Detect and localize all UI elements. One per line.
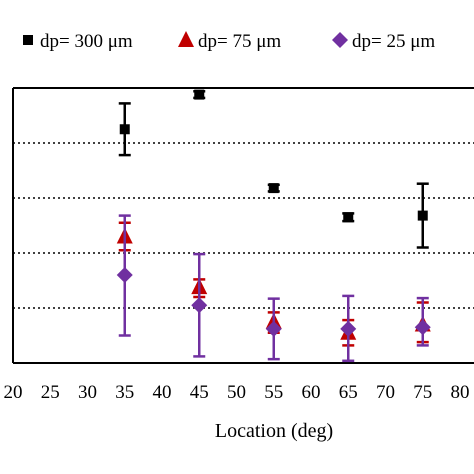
x-tick-label: 35 (115, 382, 134, 403)
data-point (343, 212, 354, 223)
legend-marker-diamond (332, 32, 348, 48)
data-marks (116, 89, 431, 363)
data-point (340, 320, 357, 337)
x-tick-label: 75 (413, 382, 432, 403)
legend-label: dp= 75 μm (198, 31, 281, 52)
data-point (268, 183, 279, 194)
x-tick-label: 45 (190, 382, 209, 403)
x-tick-label: 55 (264, 382, 283, 403)
x-tick-label: 60 (302, 382, 321, 403)
legend-label: dp= 300 μm (40, 31, 133, 52)
data-point (194, 89, 205, 100)
series-square (118, 89, 429, 249)
x-tick-label: 70 (376, 382, 395, 403)
x-tick-label: 30 (78, 382, 97, 403)
x-tick-label: 80 (451, 382, 470, 403)
series-diamond (116, 214, 431, 363)
legend-marker-triangle (178, 31, 194, 47)
x-tick-label: 25 (41, 382, 60, 403)
data-point (417, 210, 428, 221)
gridlines (13, 142, 474, 309)
x-tick-label: 40 (153, 382, 172, 403)
legend-label: dp= 25 μm (352, 31, 435, 52)
data-point (119, 124, 130, 135)
x-axis-title: Location (deg) (215, 420, 333, 442)
x-tick-label: 50 (227, 382, 246, 403)
legend-marker-square (23, 35, 33, 45)
data-point (414, 319, 431, 336)
x-tick-label: 20 (4, 382, 23, 403)
x-tick-label: 65 (339, 382, 358, 403)
x-tick-labels: 20 25 30 35 40 45 50 55 60 65 70 75 80 (4, 382, 470, 403)
data-point (265, 320, 282, 337)
legend: dp= 300 μm dp= 75 μm dp= 25 μm (23, 31, 435, 52)
plot-frame (12, 87, 474, 364)
data-point (191, 297, 208, 314)
data-point (116, 267, 133, 283)
